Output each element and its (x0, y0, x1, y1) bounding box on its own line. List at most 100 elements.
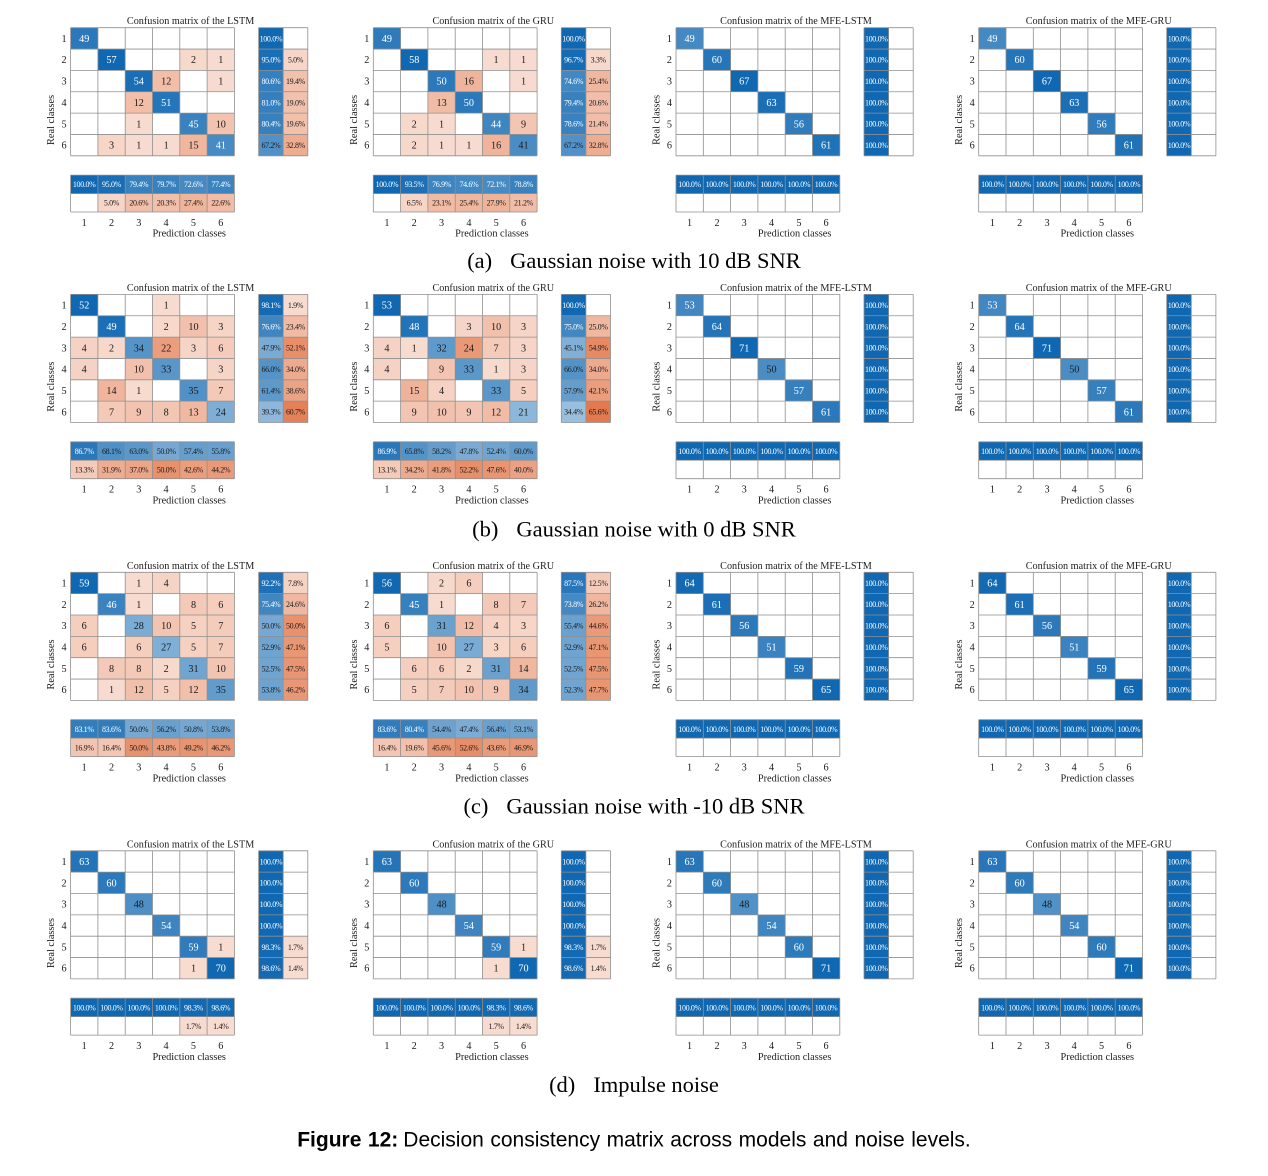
svg-text:100.0%: 100.0% (1168, 964, 1191, 973)
svg-text:24: 24 (464, 343, 474, 354)
svg-text:5: 5 (364, 386, 369, 397)
svg-text:5: 5 (970, 942, 975, 953)
svg-text:10: 10 (464, 685, 474, 696)
svg-text:50: 50 (766, 365, 776, 376)
svg-text:34: 34 (134, 343, 144, 354)
svg-text:6: 6 (384, 621, 389, 632)
svg-text:60: 60 (712, 55, 722, 66)
svg-text:100.0%: 100.0% (73, 1003, 96, 1012)
svg-text:42.6%: 42.6% (184, 465, 204, 474)
svg-text:100.0%: 100.0% (865, 879, 888, 888)
svg-text:4: 4 (1072, 1041, 1077, 1052)
svg-text:1.4%: 1.4% (591, 964, 607, 973)
svg-text:100.0%: 100.0% (815, 1003, 838, 1012)
svg-text:100.0%: 100.0% (1008, 725, 1031, 734)
svg-text:76.9%: 76.9% (432, 180, 452, 189)
svg-text:6: 6 (667, 685, 672, 696)
svg-text:55.4%: 55.4% (564, 622, 584, 631)
svg-text:100.0%: 100.0% (376, 180, 399, 189)
svg-text:2: 2 (191, 55, 196, 66)
svg-text:100.0%: 100.0% (706, 725, 729, 734)
svg-text:2: 2 (109, 1041, 114, 1052)
svg-text:46.2%: 46.2% (211, 743, 231, 752)
svg-text:6: 6 (824, 485, 829, 496)
svg-text:19.4%: 19.4% (286, 77, 306, 86)
svg-text:Prediction classes: Prediction classes (152, 773, 226, 784)
svg-text:100.0%: 100.0% (1063, 447, 1086, 456)
svg-text:6: 6 (824, 763, 829, 774)
svg-text:31: 31 (491, 664, 501, 675)
svg-text:12.5%: 12.5% (589, 579, 609, 588)
svg-text:8: 8 (164, 407, 169, 418)
svg-text:57: 57 (794, 386, 804, 397)
svg-text:66.0%: 66.0% (261, 365, 281, 374)
svg-text:3: 3 (136, 485, 141, 496)
svg-text:100.0%: 100.0% (865, 686, 888, 695)
svg-text:98.6%: 98.6% (261, 964, 281, 973)
svg-text:27: 27 (464, 643, 474, 654)
svg-text:100.0%: 100.0% (1118, 180, 1141, 189)
svg-text:2: 2 (714, 763, 719, 774)
svg-text:2: 2 (667, 55, 672, 66)
svg-text:45: 45 (188, 119, 198, 130)
svg-text:12: 12 (464, 621, 474, 632)
svg-text:61.4%: 61.4% (261, 386, 281, 395)
svg-text:54.4%: 54.4% (432, 725, 452, 734)
svg-text:47.5%: 47.5% (286, 664, 306, 673)
svg-text:100.0%: 100.0% (562, 900, 585, 909)
svg-text:Real classes: Real classes (954, 95, 965, 145)
svg-text:4: 4 (970, 921, 975, 932)
svg-text:4: 4 (164, 485, 169, 496)
svg-text:2: 2 (109, 485, 114, 496)
svg-text:21.2%: 21.2% (514, 199, 534, 208)
svg-text:4: 4 (62, 365, 67, 376)
svg-text:22: 22 (161, 343, 171, 354)
svg-text:100.0%: 100.0% (1118, 447, 1141, 456)
svg-text:20.6%: 20.6% (129, 199, 149, 208)
svg-text:7: 7 (218, 621, 223, 632)
svg-text:2: 2 (62, 600, 67, 611)
svg-text:79.7%: 79.7% (157, 180, 177, 189)
svg-text:43.6%: 43.6% (487, 743, 507, 752)
svg-text:5.0%: 5.0% (104, 199, 120, 208)
svg-text:Confusion matrix of the GRU: Confusion matrix of the GRU (432, 16, 554, 27)
svg-text:100.0%: 100.0% (788, 447, 811, 456)
svg-text:41.8%: 41.8% (432, 465, 452, 474)
svg-text:12: 12 (161, 77, 171, 88)
svg-text:3: 3 (667, 77, 672, 88)
svg-text:3: 3 (62, 900, 67, 911)
svg-text:71: 71 (1042, 343, 1052, 354)
svg-text:100.0%: 100.0% (155, 1003, 178, 1012)
svg-text:34.0%: 34.0% (286, 365, 306, 374)
svg-text:54: 54 (134, 77, 144, 88)
svg-text:3: 3 (136, 1041, 141, 1052)
svg-text:13.3%: 13.3% (75, 465, 95, 474)
svg-text:46: 46 (106, 600, 116, 611)
svg-text:100.0%: 100.0% (678, 725, 701, 734)
svg-text:46.2%: 46.2% (286, 686, 306, 695)
svg-text:6: 6 (970, 964, 975, 975)
svg-text:5: 5 (412, 685, 417, 696)
svg-text:2: 2 (109, 763, 114, 774)
svg-text:100.0%: 100.0% (562, 857, 585, 866)
svg-text:100.0%: 100.0% (1118, 725, 1141, 734)
svg-text:59: 59 (491, 942, 501, 953)
svg-text:4: 4 (466, 1041, 471, 1052)
svg-text:2: 2 (1017, 218, 1022, 229)
svg-text:100.0%: 100.0% (678, 1003, 701, 1012)
svg-text:16.9%: 16.9% (75, 743, 95, 752)
svg-text:Prediction classes: Prediction classes (455, 1052, 529, 1063)
svg-text:100.0%: 100.0% (1008, 1003, 1031, 1012)
svg-text:100.0%: 100.0% (562, 921, 585, 930)
svg-text:6: 6 (970, 685, 975, 696)
svg-text:57.9%: 57.9% (564, 386, 584, 395)
svg-text:5: 5 (62, 119, 67, 130)
svg-text:100.0%: 100.0% (981, 1003, 1004, 1012)
svg-text:63: 63 (79, 857, 89, 868)
svg-text:1.7%: 1.7% (488, 1022, 504, 1031)
svg-text:2: 2 (412, 1041, 417, 1052)
svg-text:Real classes: Real classes (349, 362, 360, 412)
svg-text:6: 6 (412, 664, 417, 675)
svg-text:3: 3 (62, 77, 67, 88)
svg-text:14: 14 (518, 664, 528, 675)
